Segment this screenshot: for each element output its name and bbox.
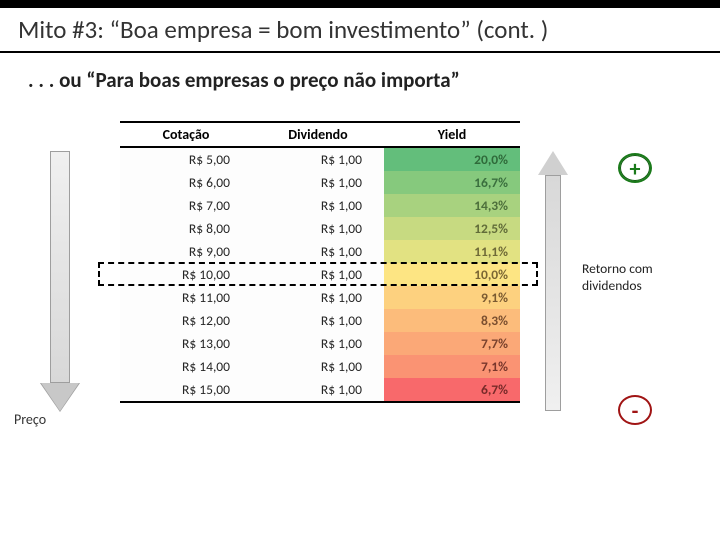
cell-cotacao: R$ 5,00 bbox=[120, 147, 252, 171]
cell-yield: 9,1% bbox=[384, 286, 520, 309]
header-yield: Yield bbox=[384, 122, 520, 147]
cell-dividendo: R$ 1,00 bbox=[252, 147, 384, 171]
table-header-row: Cotação Dividendo Yield bbox=[120, 122, 520, 147]
left-column bbox=[0, 121, 120, 411]
cell-cotacao: R$ 15,00 bbox=[120, 378, 252, 402]
plus-badge: + bbox=[618, 153, 652, 183]
cell-dividendo: R$ 1,00 bbox=[252, 286, 384, 309]
table-row: R$ 15,00R$ 1,006,7% bbox=[120, 378, 520, 402]
table-row: R$ 14,00R$ 1,007,1% bbox=[120, 355, 520, 378]
cell-cotacao: R$ 12,00 bbox=[120, 309, 252, 332]
table-row: R$ 10,00R$ 1,0010,0% bbox=[120, 263, 520, 286]
cell-yield: 6,7% bbox=[384, 378, 520, 402]
table-row: R$ 8,00R$ 1,0012,5% bbox=[120, 217, 520, 240]
preco-label: Preço bbox=[14, 411, 46, 428]
up-arrow-icon bbox=[538, 151, 568, 411]
cell-dividendo: R$ 1,00 bbox=[252, 309, 384, 332]
cell-yield: 7,7% bbox=[384, 332, 520, 355]
header-dividendo: Dividendo bbox=[252, 122, 384, 147]
cell-yield: 11,1% bbox=[384, 240, 520, 263]
cell-cotacao: R$ 9,00 bbox=[120, 240, 252, 263]
minus-badge: - bbox=[618, 395, 652, 425]
cell-yield: 8,3% bbox=[384, 309, 520, 332]
slide-title: Mito #3: “Boa empresa = bom investimento… bbox=[0, 8, 720, 49]
cell-yield: 20,0% bbox=[384, 147, 520, 171]
cell-cotacao: R$ 6,00 bbox=[120, 171, 252, 194]
table-row: R$ 7,00R$ 1,0014,3% bbox=[120, 194, 520, 217]
cell-yield: 10,0% bbox=[384, 263, 520, 286]
header-cotacao: Cotação bbox=[120, 122, 252, 147]
cell-yield: 12,5% bbox=[384, 217, 520, 240]
cell-cotacao: R$ 14,00 bbox=[120, 355, 252, 378]
cell-cotacao: R$ 13,00 bbox=[120, 332, 252, 355]
cell-yield: 7,1% bbox=[384, 355, 520, 378]
yield-table-wrap: Cotação Dividendo Yield R$ 5,00R$ 1,0020… bbox=[120, 121, 520, 403]
retorno-label: Retorno com dividendos bbox=[582, 261, 692, 295]
cell-dividendo: R$ 1,00 bbox=[252, 355, 384, 378]
cell-dividendo: R$ 1,00 bbox=[252, 171, 384, 194]
table-row: R$ 9,00R$ 1,0011,1% bbox=[120, 240, 520, 263]
cell-dividendo: R$ 1,00 bbox=[252, 378, 384, 402]
right-column: + Retorno com dividendos - bbox=[520, 121, 700, 421]
cell-dividendo: R$ 1,00 bbox=[252, 240, 384, 263]
table-row: R$ 12,00R$ 1,008,3% bbox=[120, 309, 520, 332]
table-row: R$ 11,00R$ 1,009,1% bbox=[120, 286, 520, 309]
cell-dividendo: R$ 1,00 bbox=[252, 332, 384, 355]
cell-yield: 14,3% bbox=[384, 194, 520, 217]
down-arrow-icon bbox=[41, 151, 79, 411]
yield-table: Cotação Dividendo Yield R$ 5,00R$ 1,0020… bbox=[120, 121, 520, 403]
table-row: R$ 5,00R$ 1,0020,0% bbox=[120, 147, 520, 171]
cell-dividendo: R$ 1,00 bbox=[252, 194, 384, 217]
title-black-bar bbox=[0, 0, 720, 8]
cell-yield: 16,7% bbox=[384, 171, 520, 194]
table-row: R$ 6,00R$ 1,0016,7% bbox=[120, 171, 520, 194]
cell-dividendo: R$ 1,00 bbox=[252, 263, 384, 286]
cell-cotacao: R$ 10,00 bbox=[120, 263, 252, 286]
cell-cotacao: R$ 11,00 bbox=[120, 286, 252, 309]
cell-dividendo: R$ 1,00 bbox=[252, 217, 384, 240]
content-area: Preço Cotação Dividendo Yield R$ 5,00R$ … bbox=[0, 93, 720, 421]
table-row: R$ 13,00R$ 1,007,7% bbox=[120, 332, 520, 355]
slide-subtitle: . . . ou “Para boas empresas o preço não… bbox=[0, 53, 720, 93]
cell-cotacao: R$ 7,00 bbox=[120, 194, 252, 217]
cell-cotacao: R$ 8,00 bbox=[120, 217, 252, 240]
